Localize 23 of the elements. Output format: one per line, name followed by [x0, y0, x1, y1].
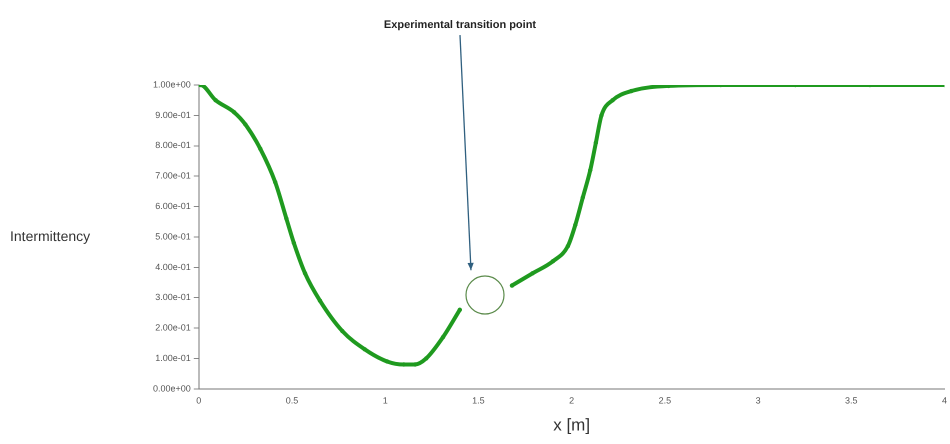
- y-tick-label: 1.00e+00: [152, 79, 191, 90]
- x-tick-label: 2: [569, 396, 574, 406]
- x-tick-label: 1.5: [472, 396, 485, 406]
- y-tick-label: 4.00e-01: [155, 262, 191, 272]
- x-tick-label: 1: [382, 396, 388, 406]
- x-tick-label: 0.5: [286, 396, 298, 406]
- y-tick-label: 5.00e-01: [155, 231, 191, 242]
- y-tick-label: 8.00e-01: [155, 140, 191, 150]
- x-tick-label: 3.5: [845, 396, 858, 406]
- y-tick-label: 6.00e-01: [155, 201, 191, 212]
- y-tick-label: 2.00e-01: [155, 322, 191, 333]
- y-tick-label: 9.00e-01: [155, 110, 191, 120]
- y-tick-label: 7.00e-01: [155, 170, 191, 181]
- text: Experimental transition point: [384, 19, 536, 32]
- x-axis-title: x [m]: [553, 415, 590, 434]
- y-tick-label: 0.00e+00: [152, 383, 191, 394]
- y-axis-title: Intermittency: [10, 228, 90, 244]
- x-tick-label: 3: [756, 396, 761, 406]
- y-tick-label: 3.00e-01: [155, 292, 191, 302]
- x-tick-label: 4: [942, 396, 948, 406]
- x-tick-label: 2.5: [658, 396, 672, 406]
- x-tick-label: 0: [196, 396, 202, 406]
- y-tick-label: 1.00e-01: [155, 352, 191, 363]
